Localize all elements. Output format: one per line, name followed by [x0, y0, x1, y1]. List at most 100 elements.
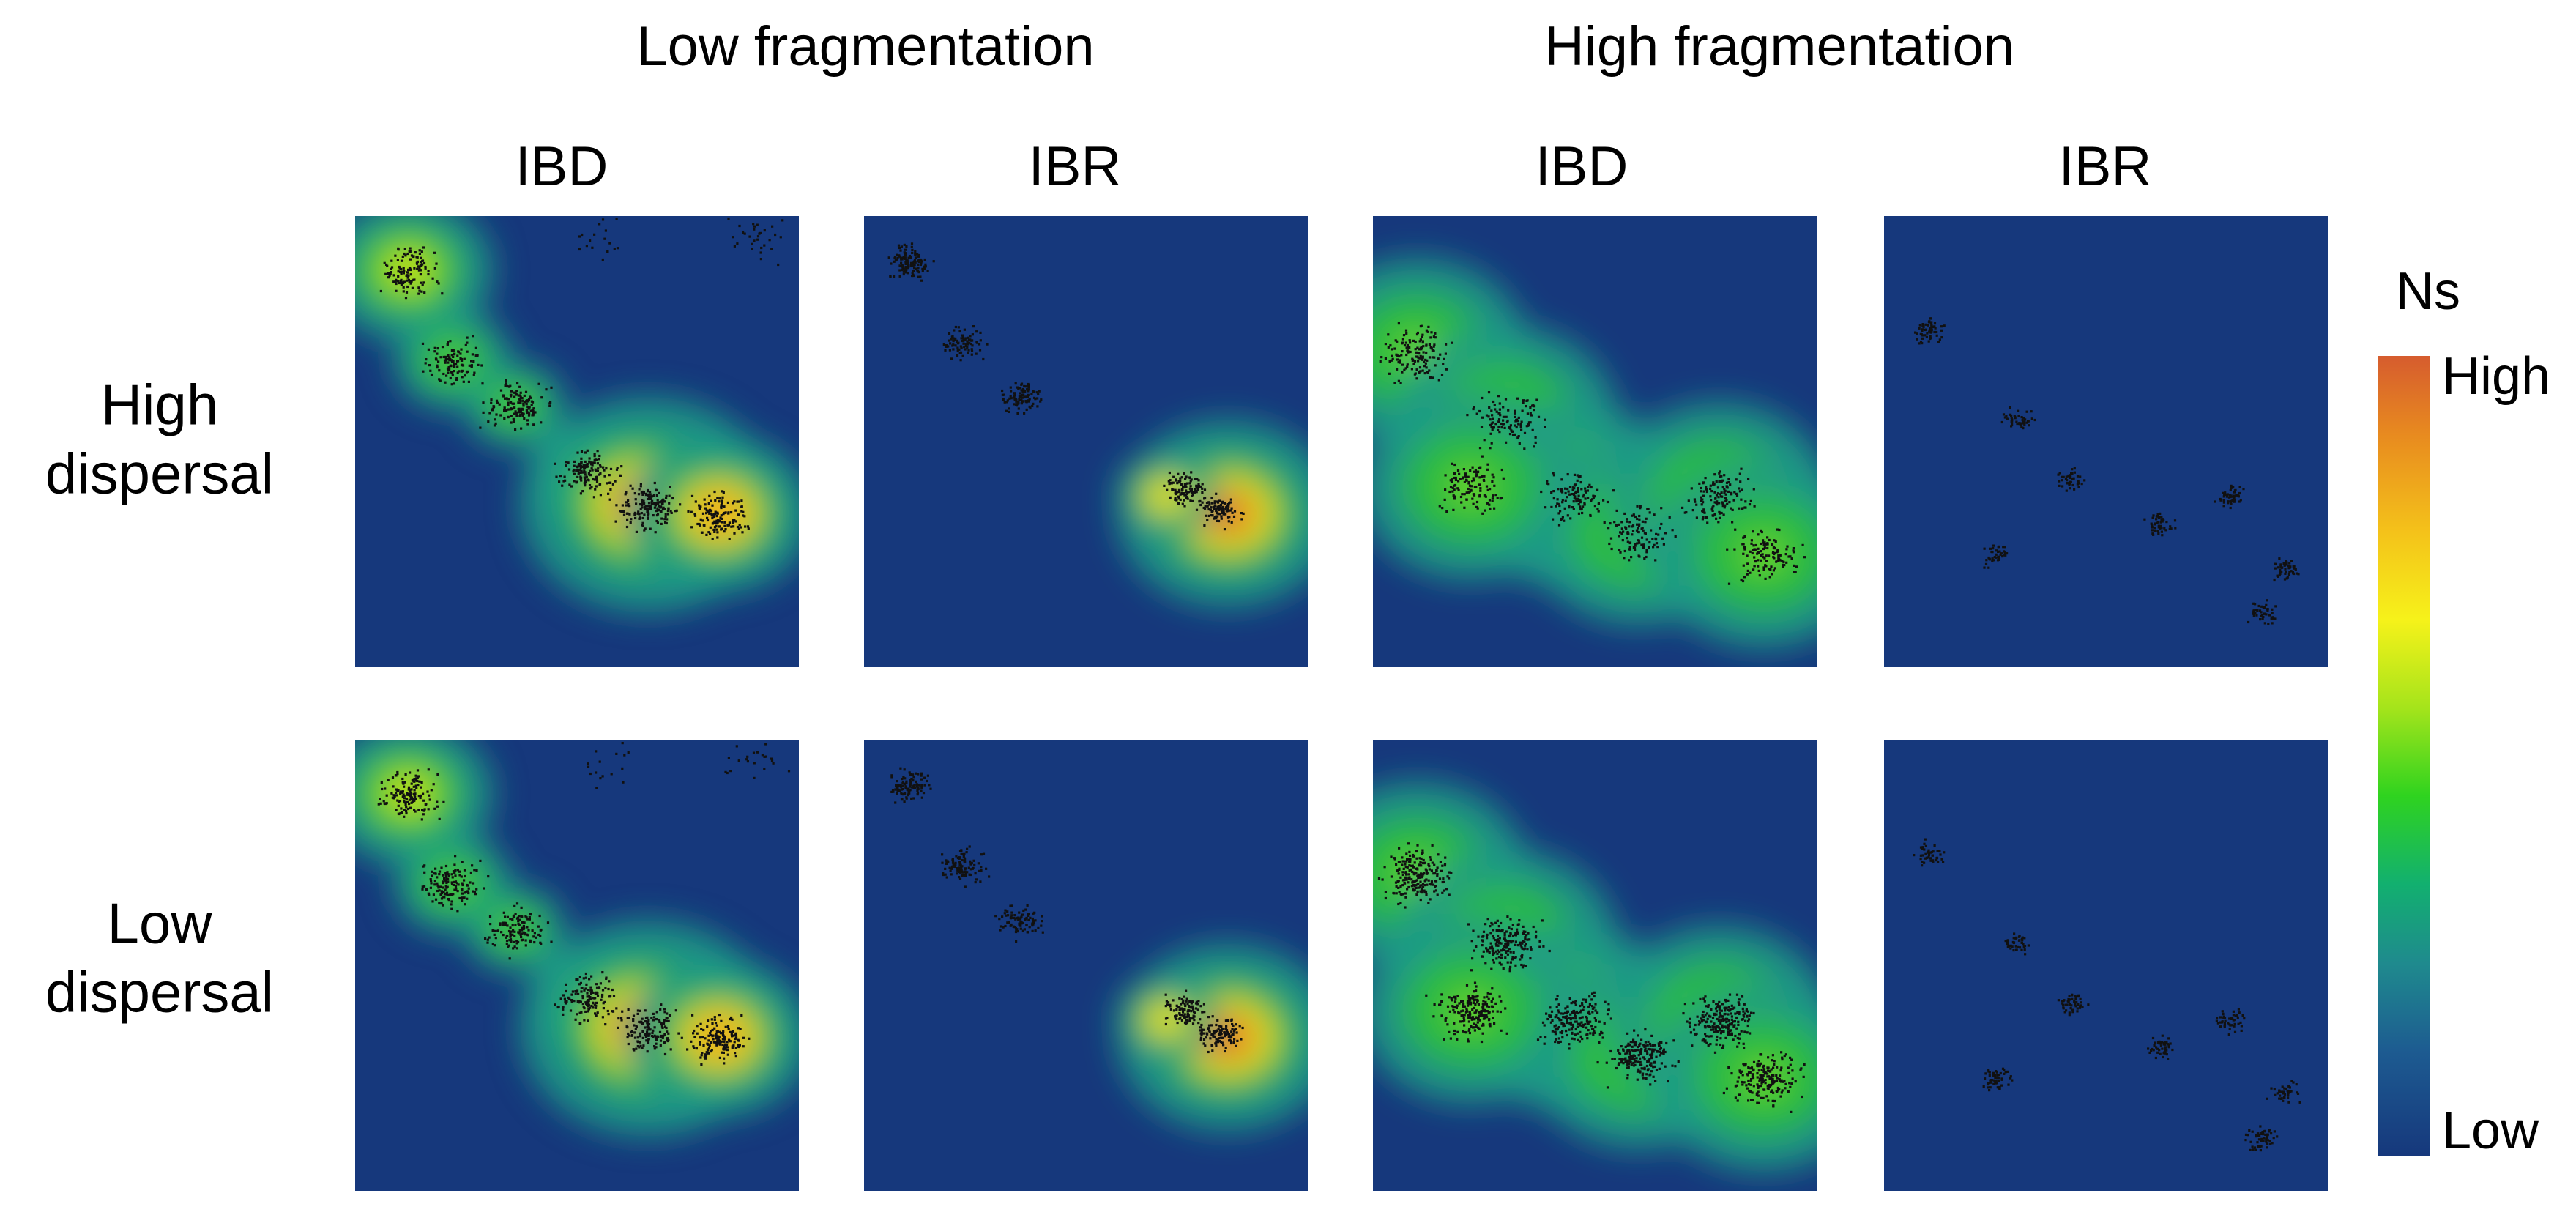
individual-dot — [708, 512, 711, 515]
individual-dot — [657, 502, 660, 505]
individual-dot — [1188, 1005, 1191, 1008]
individual-dot — [561, 484, 564, 487]
individual-dot — [1188, 491, 1191, 494]
individual-dot — [1433, 343, 1436, 346]
individual-dot — [2224, 491, 2227, 494]
individual-dot — [1552, 472, 1555, 475]
individual-dot — [723, 505, 726, 508]
individual-dot — [439, 885, 442, 888]
individual-dot — [659, 1039, 663, 1042]
individual-dot — [1445, 510, 1448, 513]
individual-dot — [521, 938, 524, 941]
individual-dot — [1430, 880, 1433, 883]
individual-dot — [430, 880, 433, 883]
individual-dot — [1554, 1016, 1557, 1019]
individual-dot — [1225, 1033, 1228, 1036]
individual-dot — [398, 267, 401, 270]
individual-dot — [713, 530, 716, 533]
individual-dot — [1643, 557, 1646, 560]
individual-dot — [966, 847, 969, 850]
individual-dot — [414, 810, 417, 813]
individual-dot — [422, 885, 426, 888]
individual-dot — [406, 800, 409, 803]
individual-dot — [1645, 517, 1648, 520]
individual-dot — [2273, 578, 2276, 582]
individual-dot — [1503, 934, 1506, 937]
individual-dot — [527, 414, 531, 417]
individual-dot — [667, 507, 670, 510]
individual-dot — [904, 785, 907, 788]
individual-dot — [1026, 931, 1029, 934]
individual-dot — [1700, 496, 1702, 499]
individual-dot — [1577, 494, 1580, 497]
individual-dot — [584, 1001, 587, 1004]
individual-dot — [1405, 876, 1408, 879]
individual-dot — [505, 935, 508, 937]
individual-dot — [1929, 337, 1932, 340]
individual-dot — [503, 409, 506, 412]
individual-dot — [1218, 513, 1221, 516]
individual-dot — [941, 853, 944, 856]
individual-dot — [1001, 915, 1004, 918]
individual-dot — [1177, 488, 1180, 491]
individual-dot — [1473, 406, 1475, 409]
individual-dot — [606, 1009, 609, 1013]
individual-dot — [1727, 490, 1730, 493]
individual-dot — [458, 370, 461, 373]
individual-dot — [1513, 433, 1516, 436]
individual-dot — [1935, 330, 1938, 334]
individual-dot — [518, 398, 521, 401]
individual-dot — [565, 989, 567, 993]
individual-dot — [2238, 500, 2241, 503]
individual-dot — [456, 371, 459, 374]
individual-dot — [1474, 469, 1477, 472]
individual-dot — [402, 290, 405, 293]
individual-dot — [1182, 999, 1185, 1002]
individual-dot — [1226, 503, 1229, 506]
individual-dot — [904, 253, 907, 256]
individual-dot — [431, 870, 433, 873]
individual-dot — [907, 267, 909, 270]
individual-dot — [737, 1039, 740, 1042]
individual-dot — [612, 995, 616, 997]
individual-dot — [1389, 344, 1392, 347]
individual-dot — [968, 873, 971, 876]
individual-dot — [576, 465, 578, 468]
individual-dot — [637, 510, 640, 513]
individual-dot — [1224, 1028, 1228, 1030]
individual-dot — [1192, 1008, 1195, 1011]
individual-dot — [596, 995, 600, 997]
individual-dot — [521, 932, 524, 935]
individual-dot — [2071, 478, 2074, 480]
individual-dot — [1710, 499, 1713, 502]
individual-dot — [591, 464, 594, 467]
individual-dot — [2079, 475, 2082, 478]
individual-dot — [584, 976, 587, 979]
individual-dot — [1488, 503, 1491, 506]
individual-dot — [1025, 408, 1028, 411]
individual-dot — [1485, 414, 1489, 417]
individual-dot — [532, 423, 535, 426]
individual-dot — [406, 279, 409, 282]
individual-dot — [1478, 1011, 1481, 1014]
individual-dot — [595, 750, 598, 753]
individual-dot — [2163, 527, 2166, 530]
individual-dot — [1734, 528, 1737, 531]
individual-dot — [506, 385, 509, 388]
individual-dot — [952, 343, 955, 346]
individual-dot — [781, 219, 784, 222]
individual-dot — [573, 464, 576, 467]
individual-dot — [2260, 611, 2263, 614]
individual-dot — [1508, 967, 1511, 970]
individual-dot — [699, 1056, 702, 1059]
individual-dot — [1990, 550, 1993, 554]
individual-dot — [751, 248, 753, 250]
individual-dot — [706, 519, 710, 522]
individual-dot — [779, 236, 782, 239]
individual-dot — [954, 337, 957, 340]
individual-dot — [730, 1016, 733, 1019]
individual-dot — [1544, 506, 1547, 509]
individual-dot — [732, 1034, 735, 1037]
individual-dot — [905, 780, 908, 783]
individual-dot — [416, 267, 419, 270]
